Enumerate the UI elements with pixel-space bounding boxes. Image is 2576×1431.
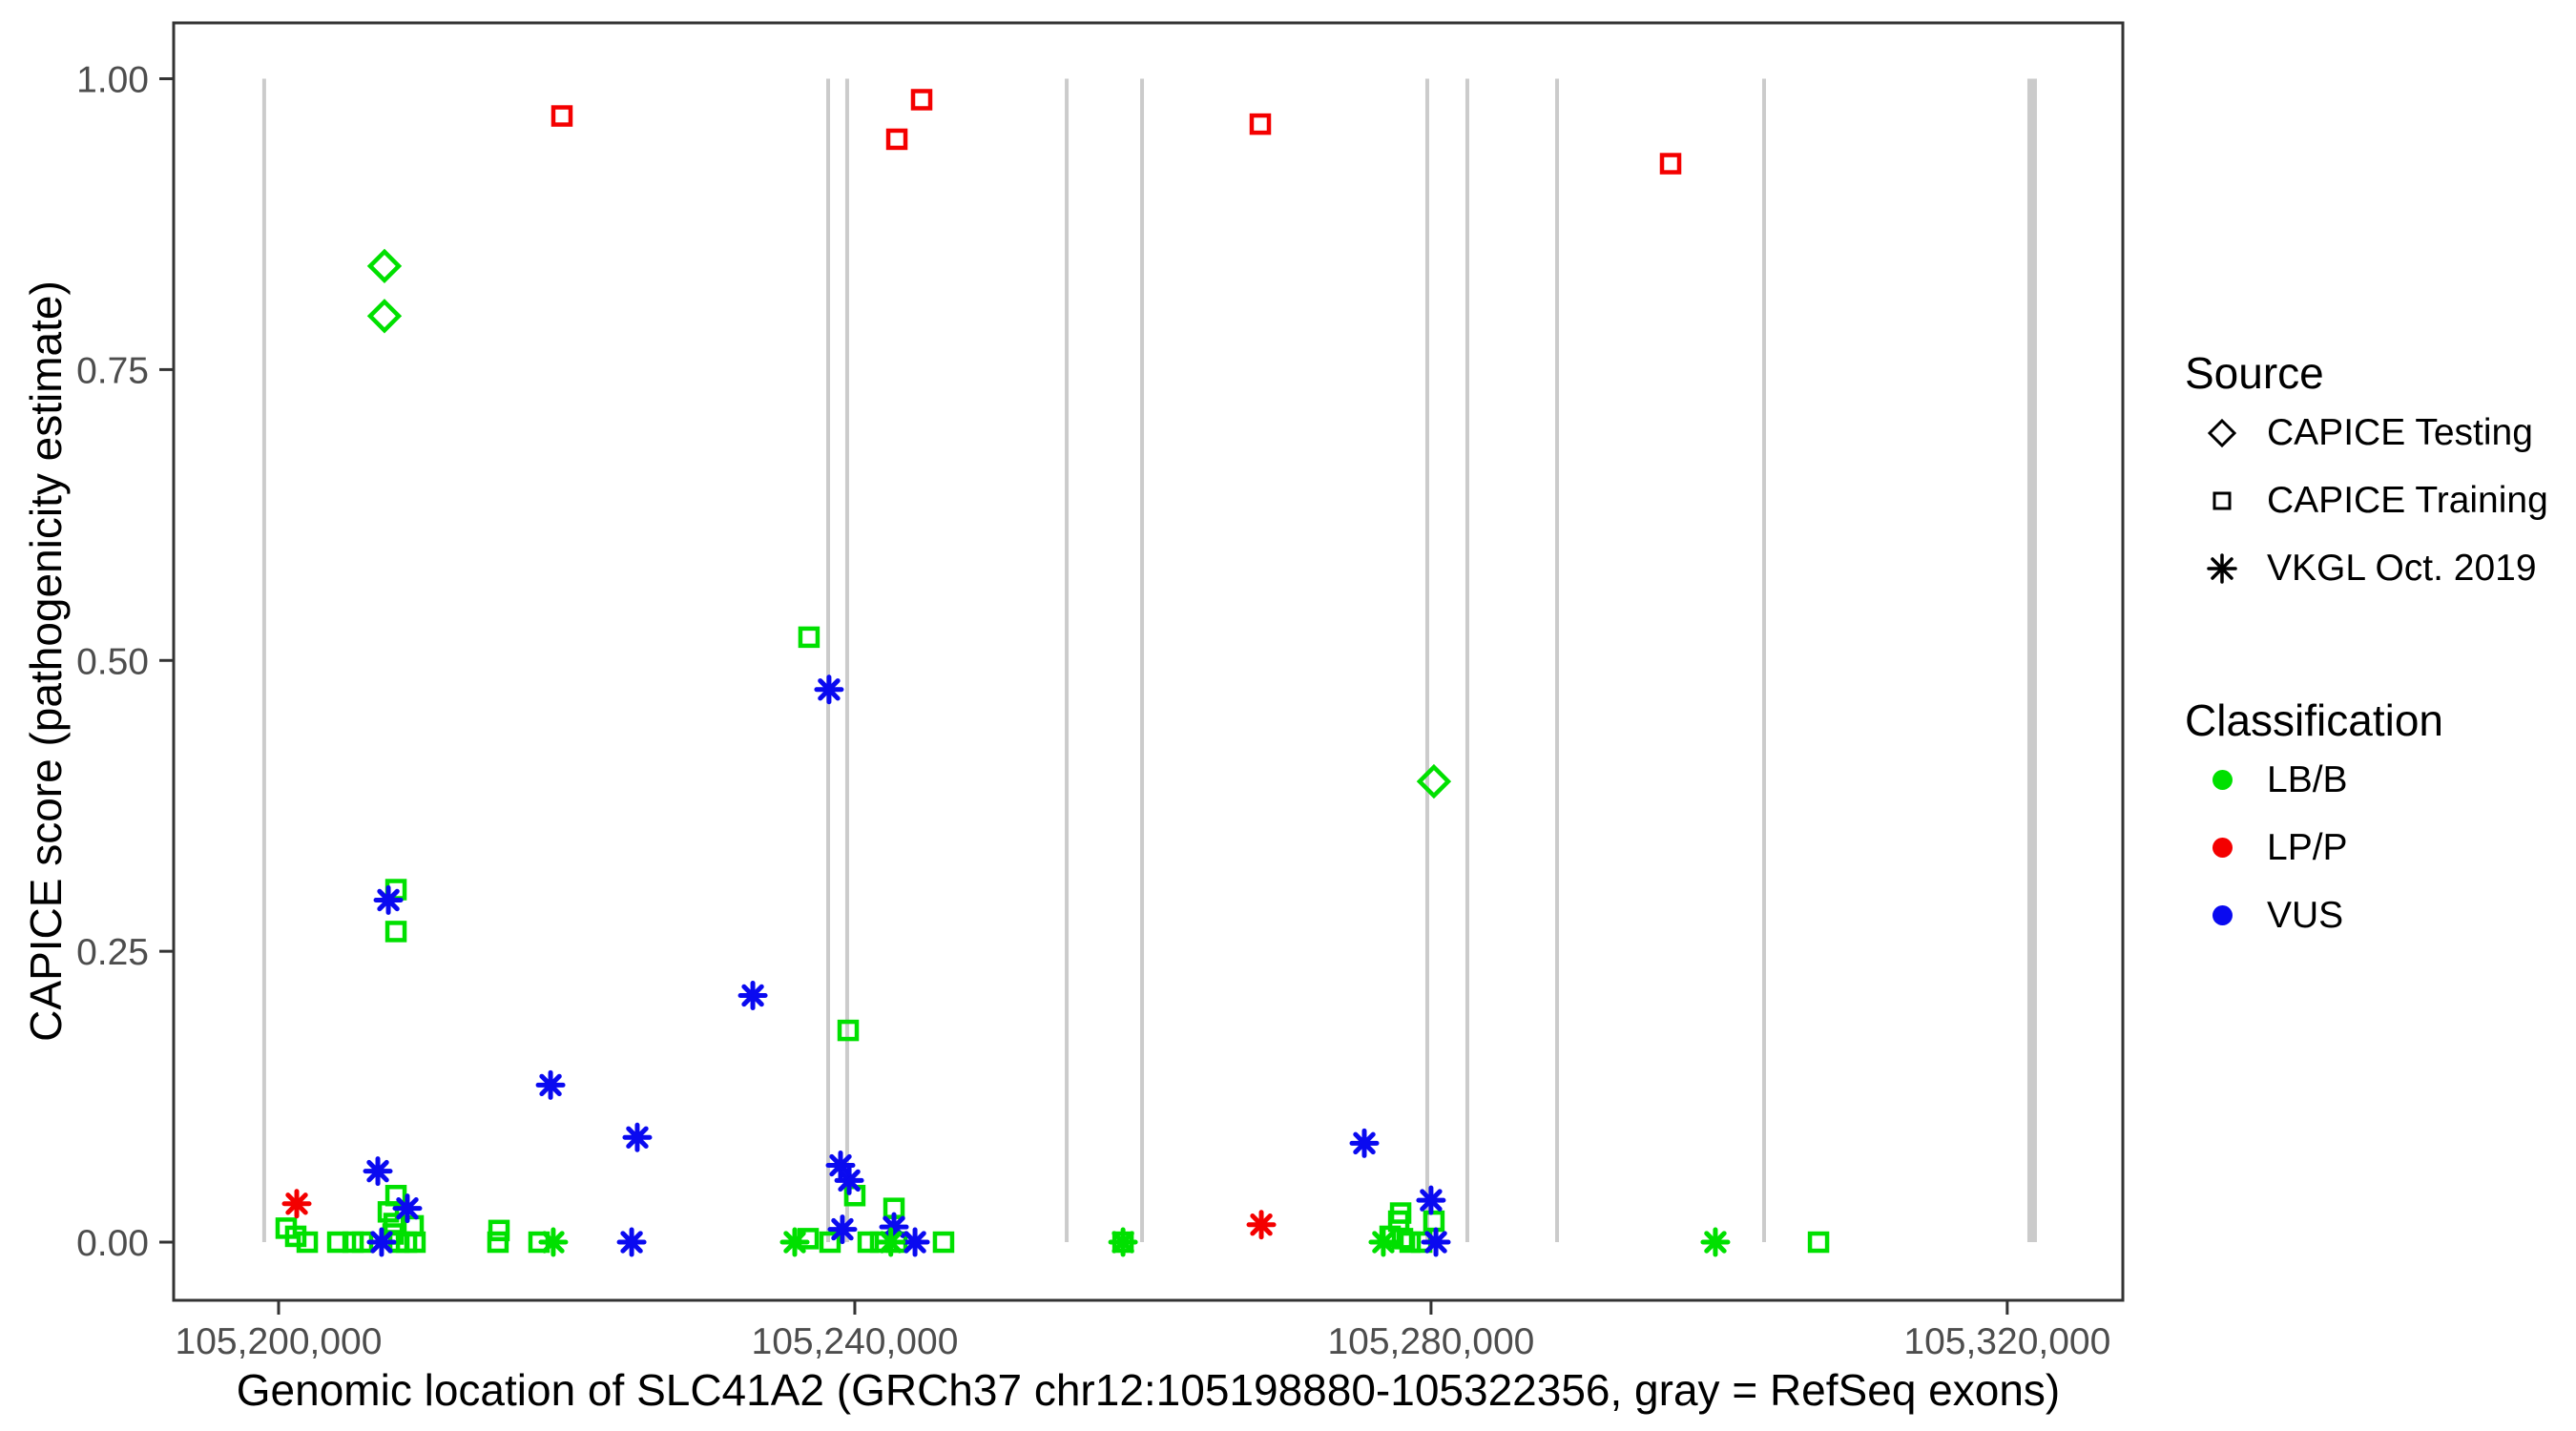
legend-item-capice-training: CAPICE Training: [2185, 467, 2548, 534]
point-diamond: [366, 299, 403, 334]
legend-item-vkgl: VKGL Oct. 2019: [2185, 534, 2548, 602]
legend-item-vus: VUS: [2185, 881, 2443, 949]
x-tick-label: 105,240,000: [752, 1321, 959, 1362]
point-square: [384, 921, 407, 943]
legend-source-title: Source: [2185, 348, 2324, 398]
point-asterisk: [834, 1165, 864, 1195]
point-asterisk: [827, 1214, 858, 1245]
point-square: [798, 626, 821, 649]
point-asterisk: [363, 1156, 393, 1187]
point-asterisk: [538, 1227, 569, 1257]
square-icon: [2198, 484, 2246, 518]
point-asterisk: [1349, 1128, 1380, 1158]
point-diamond: [1416, 763, 1452, 799]
legend-item-label: VUS: [2267, 894, 2344, 936]
point-square: [377, 1201, 400, 1223]
y-tick-label: 0.25: [76, 932, 149, 973]
y-tick-label: 0.75: [76, 350, 149, 391]
legend-classification: Classification LB/B LP/P VUS: [2185, 695, 2443, 949]
x-axis-title: Genomic location of SLC41A2 (GRCh37 chr1…: [236, 1365, 2061, 1415]
point-asterisk: [1416, 1185, 1446, 1215]
point-asterisk: [1368, 1227, 1399, 1257]
point-asterisk: [876, 1227, 906, 1257]
point-asterisk: [737, 980, 768, 1010]
point-square: [1399, 1231, 1422, 1254]
legend-item-lbb: LB/B: [2185, 746, 2443, 814]
panel-border: [172, 21, 2125, 1302]
point-asterisk: [1700, 1227, 1731, 1257]
legend-item-label: VKGL Oct. 2019: [2267, 547, 2537, 589]
legend-item-label: LB/B: [2267, 758, 2348, 800]
y-tick-label: 1.00: [76, 60, 149, 101]
x-tick-label: 105,200,000: [176, 1321, 383, 1362]
green-dot-icon: [2198, 770, 2246, 790]
point-square: [1659, 153, 1682, 175]
point-asterisk: [779, 1227, 810, 1257]
point-square: [932, 1231, 955, 1254]
legend-source: Source CAPICE Testing CAPICE Training VK…: [2185, 347, 2548, 602]
point-asterisk: [1421, 1227, 1451, 1257]
point-square: [837, 1019, 860, 1042]
point-square: [284, 1225, 307, 1248]
point-square: [487, 1231, 509, 1254]
x-tick-label: 105,320,000: [1903, 1321, 2110, 1362]
point-asterisk: [814, 674, 844, 705]
point-asterisk: [1108, 1227, 1138, 1257]
point-asterisk: [392, 1193, 423, 1224]
legend-classification-title: Classification: [2185, 695, 2443, 745]
point-asterisk: [616, 1227, 647, 1257]
point-square: [296, 1231, 319, 1254]
point-square: [1807, 1231, 1830, 1254]
blue-dot-icon: [2198, 905, 2246, 925]
point-asterisk: [900, 1227, 930, 1257]
point-asterisk: [366, 1227, 397, 1257]
point-asterisk: [535, 1069, 566, 1100]
point-square: [910, 89, 933, 111]
point-diamond: [366, 248, 403, 284]
y-axis-title: CAPICE score (pathogenicity estimate): [21, 280, 71, 1042]
legend-item-label: CAPICE Training: [2267, 479, 2548, 521]
y-tick-label: 0.00: [76, 1223, 149, 1264]
point-square: [885, 128, 908, 151]
legend-item-label: CAPICE Testing: [2267, 411, 2533, 453]
red-dot-icon: [2198, 838, 2246, 858]
diamond-icon: [2198, 416, 2246, 450]
asterisk-icon: [2198, 550, 2246, 588]
point-square: [819, 1231, 841, 1254]
y-tick-label: 0.50: [76, 641, 149, 682]
legend-item-label: LP/P: [2267, 826, 2348, 868]
point-square: [488, 1219, 510, 1242]
point-square: [1249, 113, 1272, 135]
legend-item-lpp: LP/P: [2185, 814, 2443, 881]
point-square: [395, 1231, 418, 1254]
point-asterisk: [281, 1189, 312, 1219]
point-square: [857, 1231, 880, 1254]
x-tick-label: 105,280,000: [1327, 1321, 1534, 1362]
point-asterisk: [373, 884, 404, 915]
point-asterisk: [622, 1122, 653, 1152]
point-asterisk: [1246, 1210, 1277, 1240]
legend-item-capice-testing: CAPICE Testing: [2185, 399, 2548, 467]
point-square: [551, 105, 573, 127]
